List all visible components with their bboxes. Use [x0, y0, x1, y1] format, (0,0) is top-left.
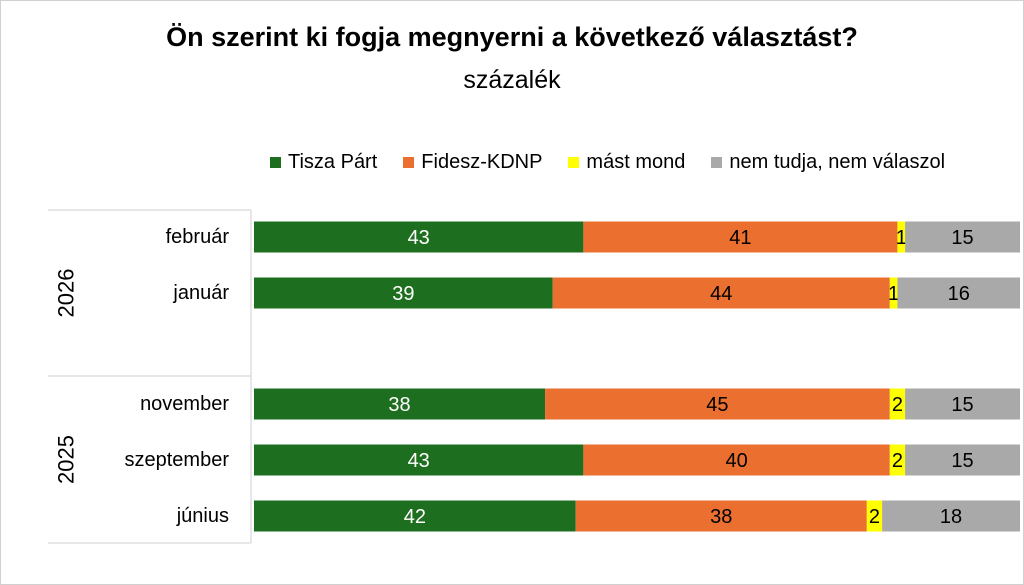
- data-label: 41: [729, 227, 751, 249]
- data-label: 43: [408, 227, 430, 249]
- legend-item-fidesz: Fidesz-KDNP: [403, 151, 542, 174]
- bar-segment-series-2: [897, 221, 906, 253]
- legend-swatch: [403, 156, 415, 168]
- legend-label: Fidesz-KDNP: [421, 150, 543, 173]
- data-label: 38: [388, 394, 410, 416]
- bar-segment-series-0: [254, 444, 584, 476]
- data-label: 42: [404, 506, 426, 528]
- category-label: február: [166, 226, 230, 248]
- data-label: 18: [940, 506, 962, 528]
- chart-subtitle: százalék: [463, 66, 561, 94]
- legend-item-mast-mond: mást mond: [568, 151, 685, 174]
- data-label: 2: [892, 450, 903, 472]
- data-label: 43: [408, 450, 430, 472]
- bar-segment-series-3: [905, 388, 1020, 420]
- bar-segment-series-3: [905, 221, 1020, 253]
- legend-label: nem tudja, nem válaszol: [729, 150, 946, 173]
- category-label: november: [140, 393, 229, 415]
- bar-segment-series-1: [552, 277, 890, 309]
- legend-label: mást mond: [586, 150, 686, 173]
- chart-title: Ön szerint ki fogja megnyerni a következ…: [166, 22, 858, 52]
- bar-segment-series-1: [545, 388, 890, 420]
- bar-segment-series-1: [583, 221, 898, 253]
- legend-label: Tisza Párt: [288, 150, 378, 173]
- bar-segment-series-3: [905, 444, 1020, 476]
- category-label: január: [172, 282, 229, 304]
- legend-swatch: [568, 156, 580, 168]
- legend: Tisza Párt Fidesz-KDNP mást mond nem tud…: [270, 150, 945, 174]
- data-label: 2: [869, 506, 880, 528]
- bar-segment-series-1: [575, 500, 867, 532]
- legend-swatch: [711, 156, 723, 168]
- bar-segment-series-3: [897, 277, 1020, 309]
- bar-segment-series-0: [254, 388, 546, 420]
- data-label: 15: [951, 227, 973, 249]
- group-label-2026: 2026: [54, 269, 79, 318]
- group-label-2025: 2025: [54, 435, 79, 484]
- legend-item-nem-tudja: nem tudja, nem válaszol: [711, 151, 945, 174]
- data-label: 44: [710, 283, 732, 305]
- data-label: 39: [392, 283, 414, 305]
- bar-segment-series-2: [889, 444, 906, 476]
- data-label: 40: [725, 450, 747, 472]
- bar-segment-series-0: [254, 277, 553, 309]
- bar-segment-series-2: [889, 277, 898, 309]
- legend-swatch: [270, 156, 281, 168]
- bar-segment-series-2: [866, 500, 883, 532]
- legend-item-tisza: Tisza Párt: [270, 151, 377, 174]
- category-label: június: [176, 505, 229, 527]
- bar-segment-series-1: [583, 444, 890, 476]
- data-label: 15: [951, 394, 973, 416]
- data-label: 45: [706, 394, 728, 416]
- data-label: 38: [710, 506, 732, 528]
- category-label: szeptember: [125, 449, 230, 471]
- bar-segment-series-2: [889, 388, 906, 420]
- bar-segment-series-0: [254, 500, 576, 532]
- bar-segment-series-0: [254, 221, 584, 253]
- data-label: 1: [888, 283, 899, 305]
- bar-segment-series-3: [882, 500, 1020, 532]
- data-label: 15: [951, 450, 973, 472]
- data-label: 2: [892, 394, 903, 416]
- data-label: 16: [948, 283, 970, 305]
- data-label: 1: [896, 227, 907, 249]
